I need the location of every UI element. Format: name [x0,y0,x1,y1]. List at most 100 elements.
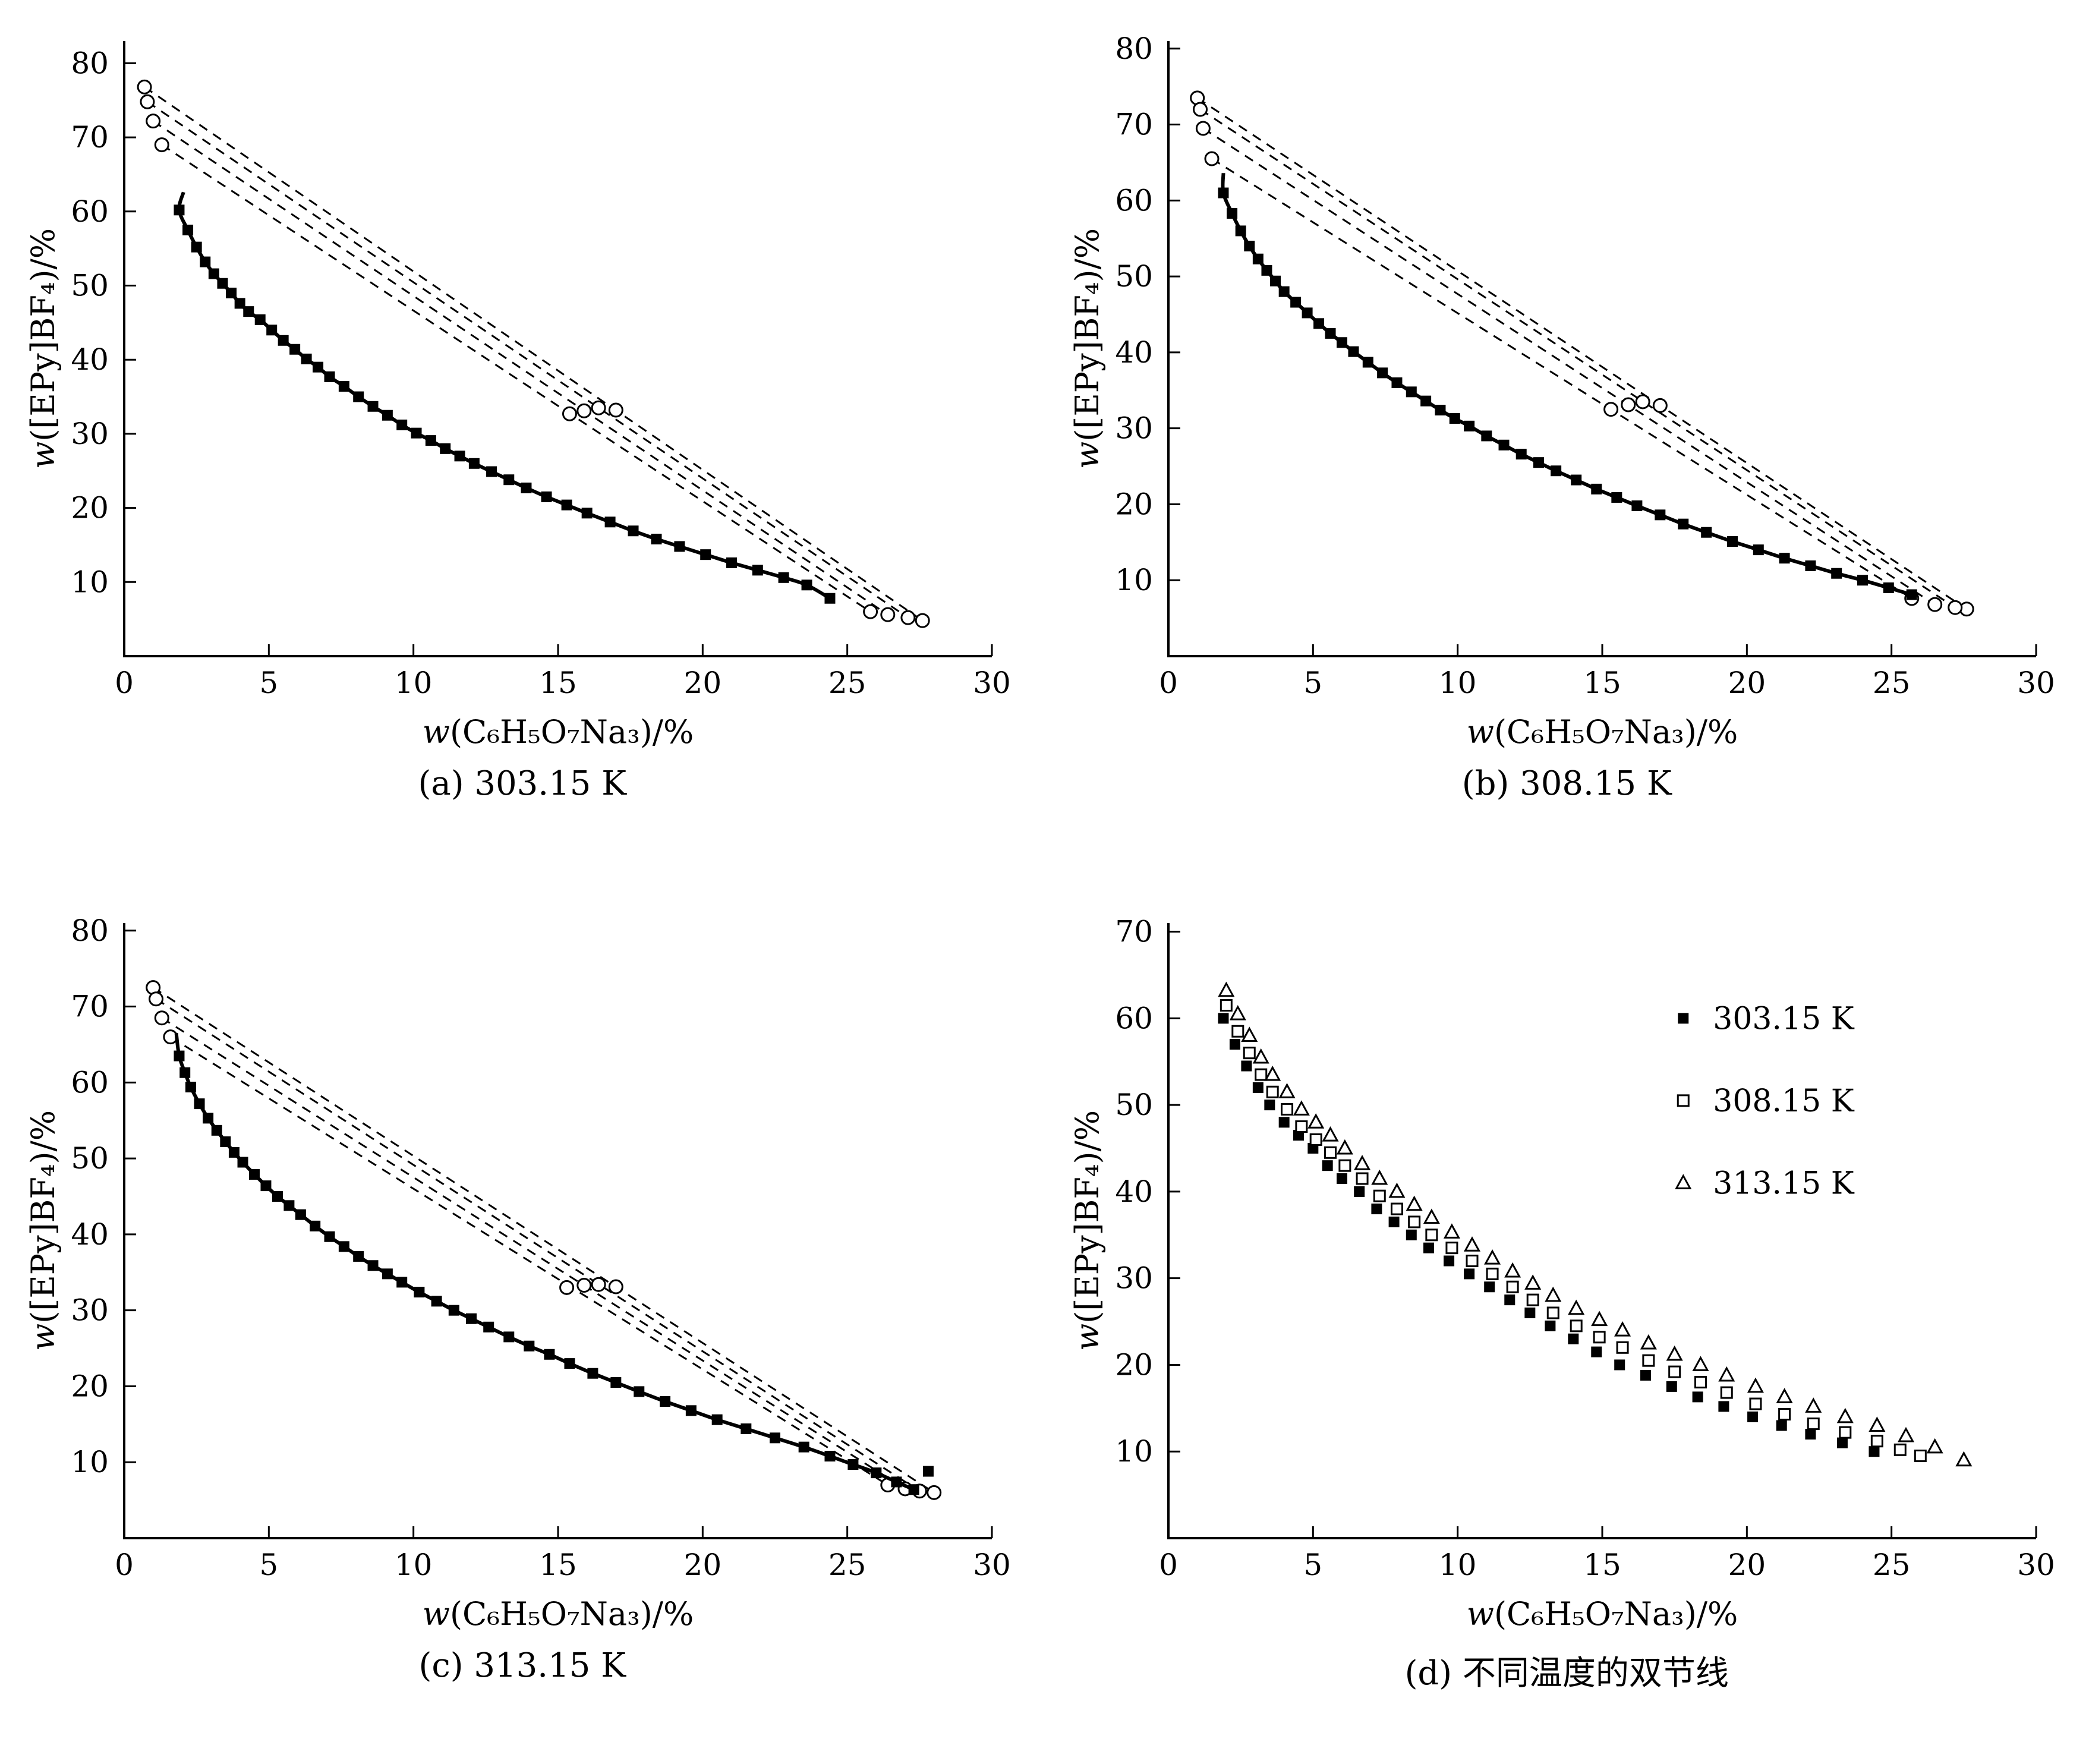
filled-square-marker [581,508,593,519]
filled-square-marker [1869,1446,1880,1457]
open-circle-marker [1927,597,1943,612]
filled-square-marker [1302,307,1313,319]
panel-c: 0 5 10 15 20 25 30 10 20 30 40 50 60 70 80 w(C₆H₅O₇Na₃)… [0,882,1045,1764]
y-tick-label: 50 [1116,1088,1154,1122]
open-circle-marker [862,604,878,619]
y-tick-label: 30 [71,1293,109,1328]
filled-square-marker [217,278,228,289]
open-square-marker [1295,1120,1308,1133]
filled-square-marker [1227,208,1238,219]
open-triangle-marker [1524,1274,1542,1290]
open-circle-marker [559,1280,574,1295]
filled-square-marker [324,1231,335,1242]
filled-square-marker [503,474,515,486]
binodal-series [174,191,836,604]
x-tick-label: 0 [115,666,134,700]
open-square-marker [1466,1255,1479,1268]
open-triangle-marker [1837,1407,1854,1423]
y-tick-label: 80 [1116,32,1154,66]
axes: 0 5 10 15 20 25 30 10 20 30 40 50 60 70 80 w(C₆H₅O₇Na₃)… [1069,32,2055,751]
filled-square-marker [700,549,711,560]
filled-square-marker [174,204,185,216]
open-square-marker [1338,1159,1351,1172]
filled-square-marker [194,1098,205,1110]
filled-square-marker [824,1451,836,1461]
legend: 303.15 K 308.15 K 313.15 K [1675,1001,1855,1201]
open-triangle-marker [1955,1451,1973,1467]
tie-line [1193,102,1963,615]
y-tick-label: 10 [71,1445,109,1479]
open-triangle-marker [1322,1126,1339,1142]
filled-square-marker [1264,1100,1275,1111]
open-triangle-marker [1504,1262,1521,1278]
open-triangle-marker [1869,1416,1886,1432]
filled-square-marker [1678,1013,1689,1024]
filled-square-marker [1241,1060,1252,1072]
filled-square-marker [801,579,812,591]
open-square-marker [1894,1443,1907,1456]
filled-square-marker [425,435,436,446]
open-triangle-marker [1926,1438,1943,1454]
y-tick-label: 10 [1116,563,1154,597]
filled-square-marker [1614,1359,1625,1371]
tie-line [148,991,927,1499]
open-triangle-marker [1464,1236,1481,1252]
caption-b: (b) 308.15 K [1461,764,1672,803]
open-triangle-marker [1640,1334,1658,1350]
chart-b-canvas: 0 5 10 15 20 25 30 10 20 30 40 50 60 70 80 w(C₆H₅O₇Na₃)… [1069,32,2055,751]
open-square-marker [1506,1280,1519,1293]
filled-square-marker [604,516,616,528]
open-square-marker [1668,1365,1681,1378]
open-square-marker [1778,1408,1791,1421]
x-tick-label: 0 [115,1548,134,1582]
filled-square-marker [1678,518,1689,530]
filled-square-marker [228,1146,240,1158]
x-tick-label: 20 [1728,666,1766,700]
open-triangle-marker [1898,1426,1915,1442]
panel-b: 0 5 10 15 20 25 30 10 20 30 40 50 60 70 80 w(C₆H₅O₇Na₃)… [1045,0,2089,882]
filled-square-marker [1270,275,1281,286]
open-triangle-marker [1718,1366,1735,1382]
filled-square-marker [312,361,323,373]
filled-square-marker [483,1321,494,1333]
chart-c-canvas: 0 5 10 15 20 25 30 10 20 30 40 50 60 70 80 w(C₆H₅O₇Na₃)… [24,914,1011,1633]
filled-square-marker [651,533,662,544]
filled-square-marker [1655,509,1666,521]
filled-square-marker [685,1405,697,1416]
open-square-marker [1642,1354,1655,1367]
filled-square-marker [1805,560,1816,571]
axes: 0 5 10 15 20 25 30 10 20 30 40 50 60 70 80 w(C₆H₅O₇Na₃)… [24,41,1011,751]
filled-square-marker [338,381,349,392]
filled-square-marker [1831,568,1842,579]
filled-square-marker [382,1268,393,1280]
filled-square-marker [1837,1437,1848,1448]
filled-square-marker [1611,492,1622,503]
x-tick-label: 15 [539,666,577,700]
y-tick-label: 30 [1116,1261,1154,1296]
filled-square-marker [521,482,532,493]
open-triangle-marker [1591,1311,1608,1327]
open-circle-marker [576,1278,592,1293]
y-tick-label: 40 [1116,1174,1154,1209]
filled-square-marker [1290,297,1302,308]
filled-square-marker [1484,1281,1495,1293]
filled-square-marker [182,224,193,235]
filled-square-marker [674,541,685,552]
filled-square-marker [1692,1391,1703,1403]
filled-square-marker [1504,1294,1515,1306]
open-triangle-marker [1388,1182,1406,1198]
filled-square-marker [439,443,450,454]
open-triangle-marker [1252,1048,1270,1064]
open-triangle-marker [1444,1223,1461,1239]
x-tick-label: 5 [259,1548,278,1582]
x-tick-label: 5 [1304,1548,1323,1582]
filled-square-marker [544,1349,555,1360]
filled-square-marker [179,1067,190,1078]
tie-line [154,1010,913,1497]
y-tick-label: 50 [1116,259,1154,294]
filled-square-marker [1406,386,1417,398]
y-tick-label: 80 [71,46,109,80]
open-square-marker [1721,1386,1734,1399]
filled-square-marker [847,1459,859,1470]
filled-square-marker [431,1296,442,1307]
